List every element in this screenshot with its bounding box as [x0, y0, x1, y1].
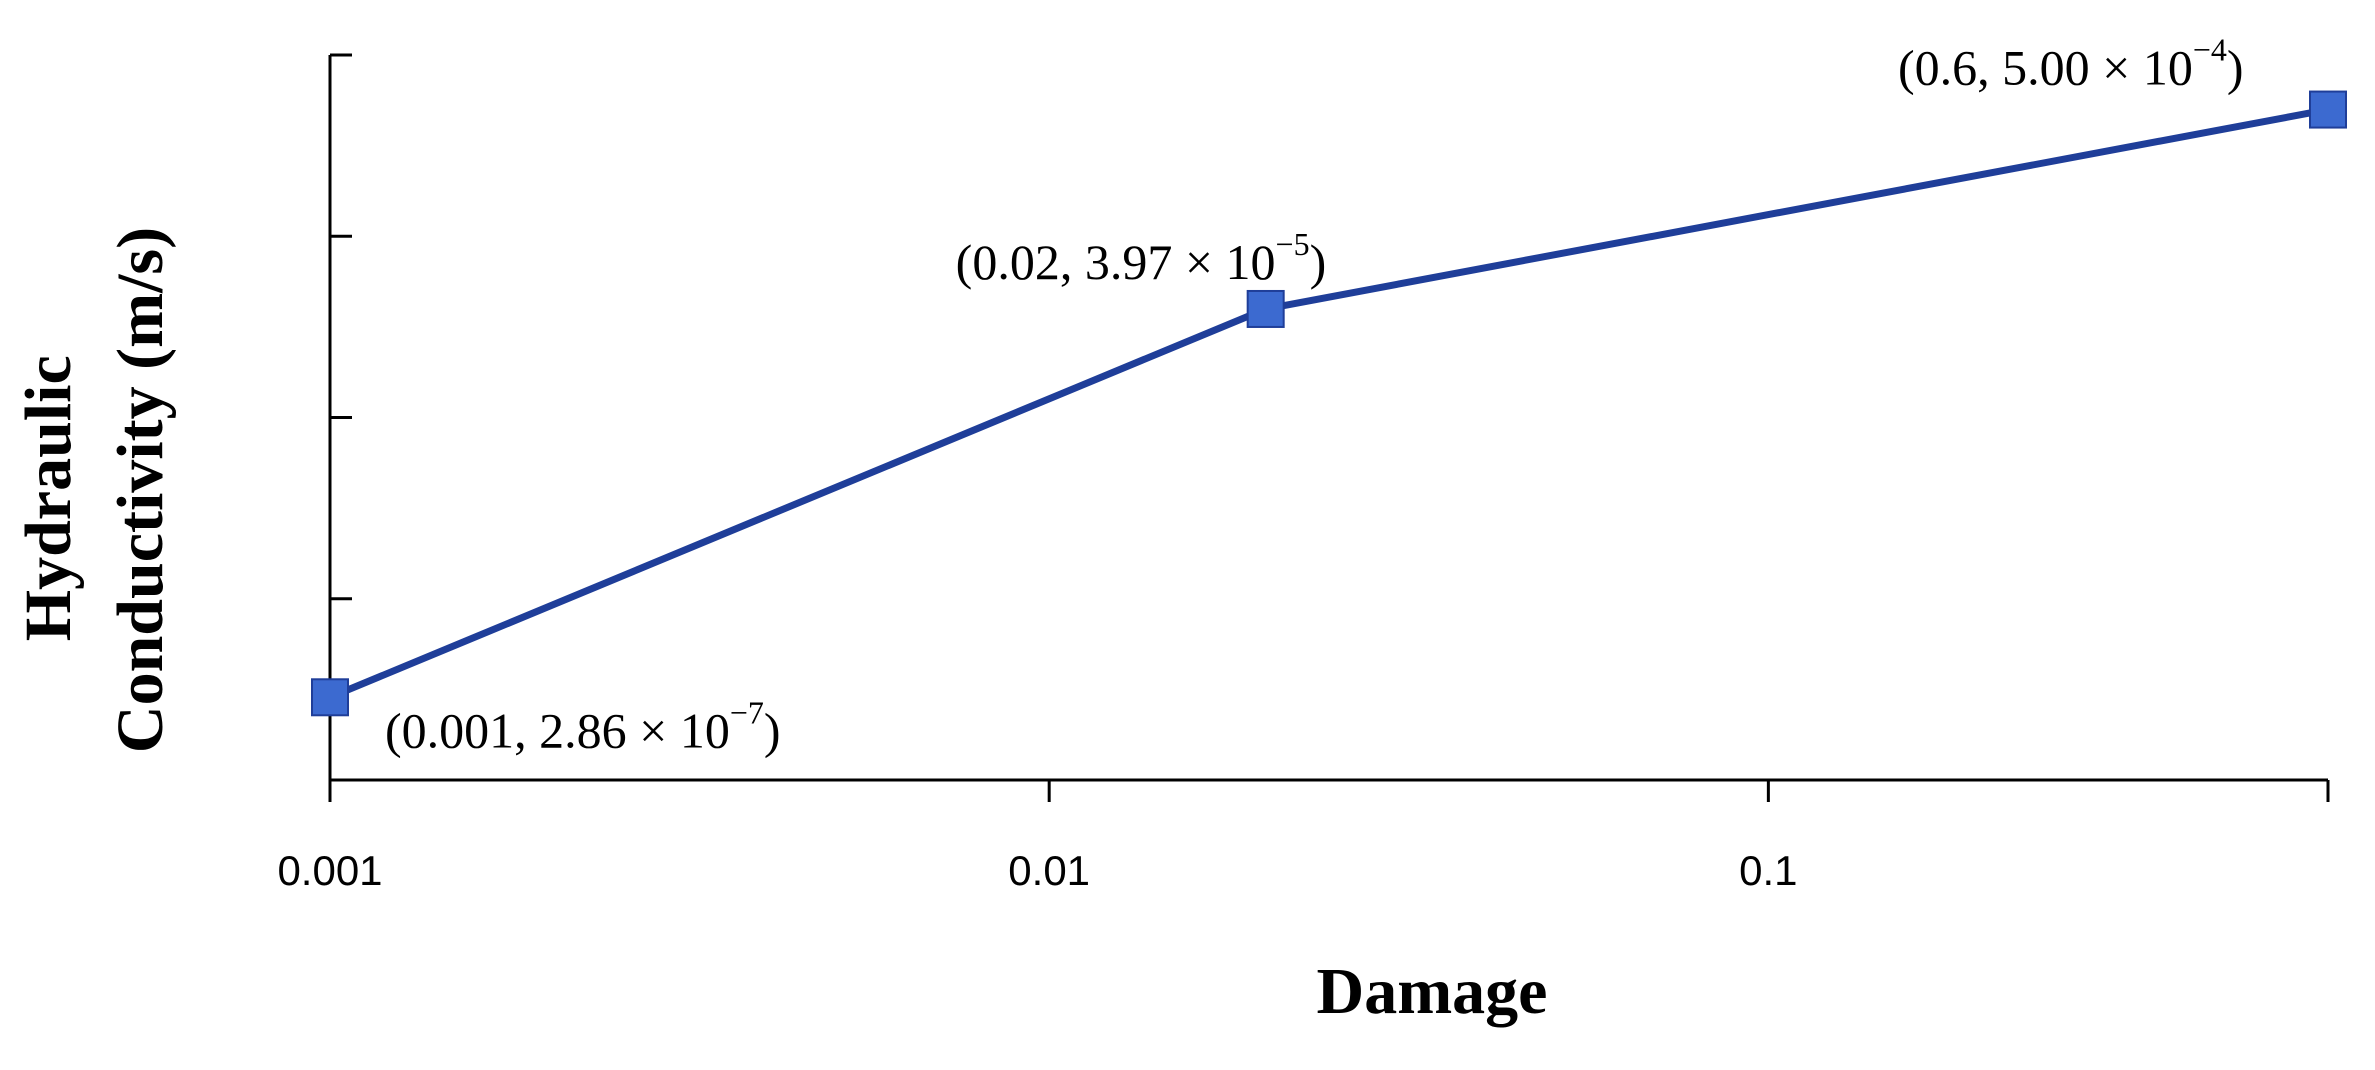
- data-label-exponent: −7: [730, 694, 764, 730]
- data-label-suffix: ): [764, 702, 781, 758]
- data-point-marker: [1246, 289, 1285, 328]
- x-tick-label: 0.01: [1008, 847, 1090, 894]
- x-tick-label: 0.001: [277, 847, 382, 894]
- data-label-suffix: ): [2227, 40, 2244, 96]
- data-label-prefix: (0.001, 2.86 × 10: [385, 702, 730, 758]
- series-line: [328, 106, 2329, 701]
- data-label-suffix: ): [1310, 234, 1327, 290]
- data-point-marker: [311, 678, 349, 717]
- y-axis-title: Hydraulic Conductivity (m/s): [12, 227, 177, 753]
- data-label: (0.6, 5.00 × 10−4): [1898, 32, 2244, 96]
- data-label: (0.02, 3.97 × 10−5): [956, 226, 1327, 290]
- y-axis-title-line-2: Conductivity (m/s): [104, 227, 177, 753]
- y-axis-title-line-1: Hydraulic: [12, 355, 85, 641]
- data-label-exponent: −5: [1276, 226, 1310, 262]
- data-labels: (0.001, 2.86 × 10−7)(0.02, 3.97 × 10−5)(…: [385, 32, 2244, 759]
- data-label-prefix: (0.02, 3.97 × 10: [956, 234, 1276, 290]
- x-tick-label: 0.1: [1739, 847, 1797, 894]
- ticks: 0.001 0.01 0.1: [277, 53, 2330, 894]
- data-label-exponent: −4: [2193, 32, 2227, 68]
- series: [311, 90, 2347, 717]
- data-label-prefix: (0.6, 5.00 × 10: [1898, 40, 2193, 96]
- data-label: (0.001, 2.86 × 10−7): [385, 694, 781, 758]
- data-point-marker: [2309, 90, 2347, 129]
- x-axis-title: Damage: [1317, 955, 1548, 1028]
